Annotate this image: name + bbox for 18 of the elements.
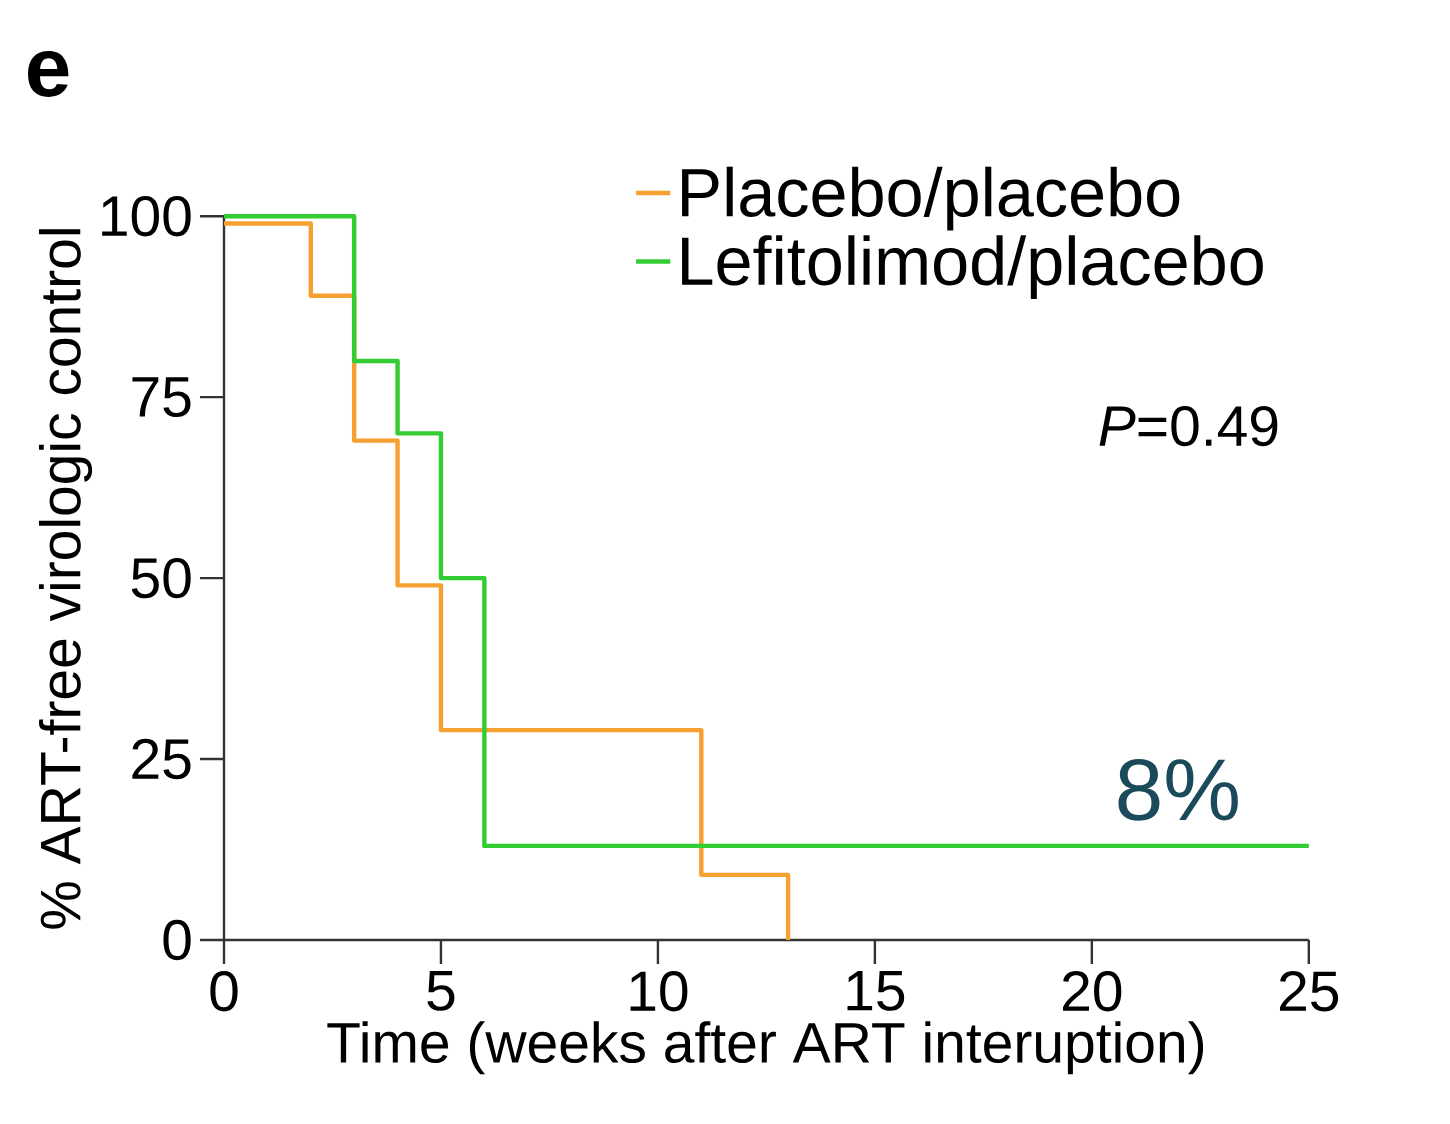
x-tick-label: 5 <box>427 971 455 1011</box>
x-tick-label: 10 <box>630 971 688 1012</box>
y-tick-label: 75 <box>132 377 191 418</box>
legend-label: Placebo/placebo <box>682 166 1180 231</box>
legend-label: Lefitolimod/placebo <box>682 235 1263 300</box>
x-tick-label: 0 <box>210 971 238 1012</box>
y-axis-title: % ART-free virologic control <box>38 229 93 929</box>
y-tick-label: 50 <box>131 557 191 599</box>
annotation: P=0.49 <box>1099 405 1278 447</box>
y-tick-label: 100 <box>102 196 191 237</box>
x-tick-label: 15 <box>847 971 905 1011</box>
x-tick-label: 25 <box>1279 971 1339 1012</box>
text: e <box>28 51 69 97</box>
y-tick-label: 0 <box>163 919 191 961</box>
x-axis-title: Time (weeks after ART interuption) <box>327 1021 1204 1075</box>
annotation: 8% <box>1118 758 1238 821</box>
x-tick-label: 20 <box>1063 971 1122 1012</box>
y-tick-label: 25 <box>132 738 191 780</box>
